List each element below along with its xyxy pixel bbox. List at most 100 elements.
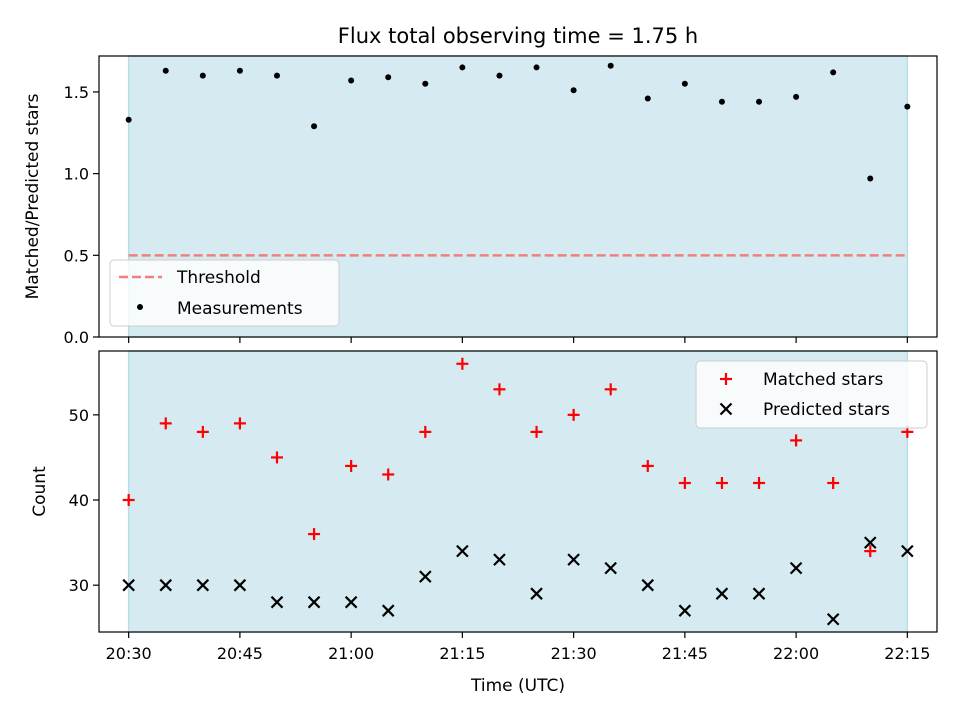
marker-stroke <box>530 587 543 600</box>
measurement-point <box>496 72 503 79</box>
predicted-stars-point <box>715 587 729 600</box>
marker-stroke <box>381 604 395 617</box>
marker-stroke <box>789 561 803 575</box>
axes-frame <box>98 350 938 633</box>
measurement-point <box>904 103 911 110</box>
measurement-point <box>385 74 392 81</box>
x-tick-label: 21:30 <box>551 644 597 663</box>
predicted-stars-point <box>122 578 135 592</box>
predicted-stars-point <box>307 595 321 609</box>
y-axis-label: Matched/Predicted stars <box>23 93 43 299</box>
matched-stars-point <box>567 408 580 421</box>
marker-stroke <box>159 578 173 592</box>
measurement-point <box>459 64 466 71</box>
measurement-point <box>311 123 318 130</box>
legend: Threshold Measurements <box>109 259 340 327</box>
bottom-panel: 30 40 50 20:30 20:45 21:00 21:15 21:30 21:45 22:0… <box>30 350 938 696</box>
marker-stroke <box>344 595 358 609</box>
marker-stroke <box>567 553 580 566</box>
marker-stroke <box>901 544 914 558</box>
legend-box <box>109 259 340 327</box>
measurement-point <box>607 62 614 69</box>
predicted-stars-point <box>678 604 692 617</box>
measurement-point <box>756 98 763 105</box>
x-axis-label: Time (UTC) <box>470 676 565 696</box>
predicted-stars-point <box>641 578 655 592</box>
predicted-stars-point <box>789 561 803 575</box>
measurement-point <box>570 87 577 94</box>
legend: Matched stars Predicted stars <box>695 360 928 429</box>
matched-stars-point <box>753 476 766 489</box>
measurement-point <box>273 72 280 79</box>
predicted-stars-point <box>270 595 284 609</box>
legend-box <box>695 360 928 429</box>
measurement-point <box>867 175 874 182</box>
marker-stroke <box>270 595 284 609</box>
predicted-stars-point <box>456 544 469 558</box>
x-tick-label: 20:30 <box>106 644 152 663</box>
legend-matched-label: Matched stars <box>763 370 883 390</box>
marker-stroke <box>826 612 840 626</box>
x-tick-label: 21:00 <box>328 644 374 663</box>
measurement-point <box>533 64 540 71</box>
marker-stroke <box>715 587 729 600</box>
predicted-stars-point <box>344 595 358 609</box>
predicted-stars-point <box>826 612 840 626</box>
y-tick-label: 30 <box>69 576 89 595</box>
predicted-stars-point <box>604 561 617 575</box>
predicted-stars-point <box>419 570 432 583</box>
legend-predicted-label: Predicted stars <box>763 400 890 420</box>
predicted-stars-point <box>752 587 766 600</box>
matched-stars-point <box>196 425 209 438</box>
matched-stars-point <box>641 459 654 472</box>
legend-predicted-swatch <box>719 402 733 416</box>
x-tick-label: 21:45 <box>662 644 708 663</box>
y-tick-label: 1.5 <box>64 83 89 102</box>
matched-stars-point <box>308 528 321 541</box>
series-matched-stars <box>122 357 914 558</box>
marker-stroke <box>863 536 877 549</box>
marker-stroke <box>122 578 135 592</box>
matched-stars-point <box>678 476 691 489</box>
measurement-point <box>162 67 169 74</box>
y-tick-label: 0.5 <box>64 246 89 265</box>
predicted-stars-point <box>233 578 247 592</box>
measurement-point <box>199 72 206 79</box>
y-tick-label: 50 <box>69 406 89 425</box>
matched-stars-point <box>530 425 543 438</box>
predicted-stars-point <box>196 578 210 592</box>
predicted-stars-point <box>493 553 506 566</box>
measurement-point <box>348 77 355 84</box>
predicted-stars-point <box>159 578 173 592</box>
top-panel: 0.0 0.5 1.0 1.5 Matched/Predicted stars Thres… <box>23 55 938 347</box>
matched-stars-point <box>270 451 283 464</box>
matched-stars-point <box>715 476 728 489</box>
x-tick-label: 22:15 <box>884 644 930 663</box>
marker-stroke <box>493 553 506 566</box>
marker-stroke <box>307 595 321 609</box>
axes-frame <box>98 55 938 338</box>
matched-stars-point <box>382 468 395 481</box>
marker-stroke <box>719 402 733 416</box>
y-tick-label: 0.0 <box>64 328 89 347</box>
matched-stars-point <box>790 434 803 447</box>
legend-measurement-label: Measurements <box>177 299 303 319</box>
x-tick-label: 22:00 <box>773 644 819 663</box>
matched-stars-point <box>827 476 840 489</box>
legend-measurement-swatch <box>137 304 143 310</box>
matched-stars-point <box>604 383 617 396</box>
series-measurements <box>125 62 911 182</box>
predicted-stars-point <box>901 544 914 558</box>
y-tick-label: 40 <box>69 491 89 510</box>
matched-stars-point <box>122 494 135 507</box>
x-tick-label: 21:15 <box>439 644 485 663</box>
matched-stars-point <box>493 383 506 396</box>
measurement-point <box>681 80 688 87</box>
predicted-stars-point <box>863 536 877 549</box>
measurement-point <box>793 93 800 100</box>
chart-title: Flux total observing time = 1.75 h <box>338 24 698 48</box>
measurement-point <box>830 69 837 76</box>
matched-stars-point <box>233 417 246 430</box>
matched-stars-point <box>864 545 877 558</box>
